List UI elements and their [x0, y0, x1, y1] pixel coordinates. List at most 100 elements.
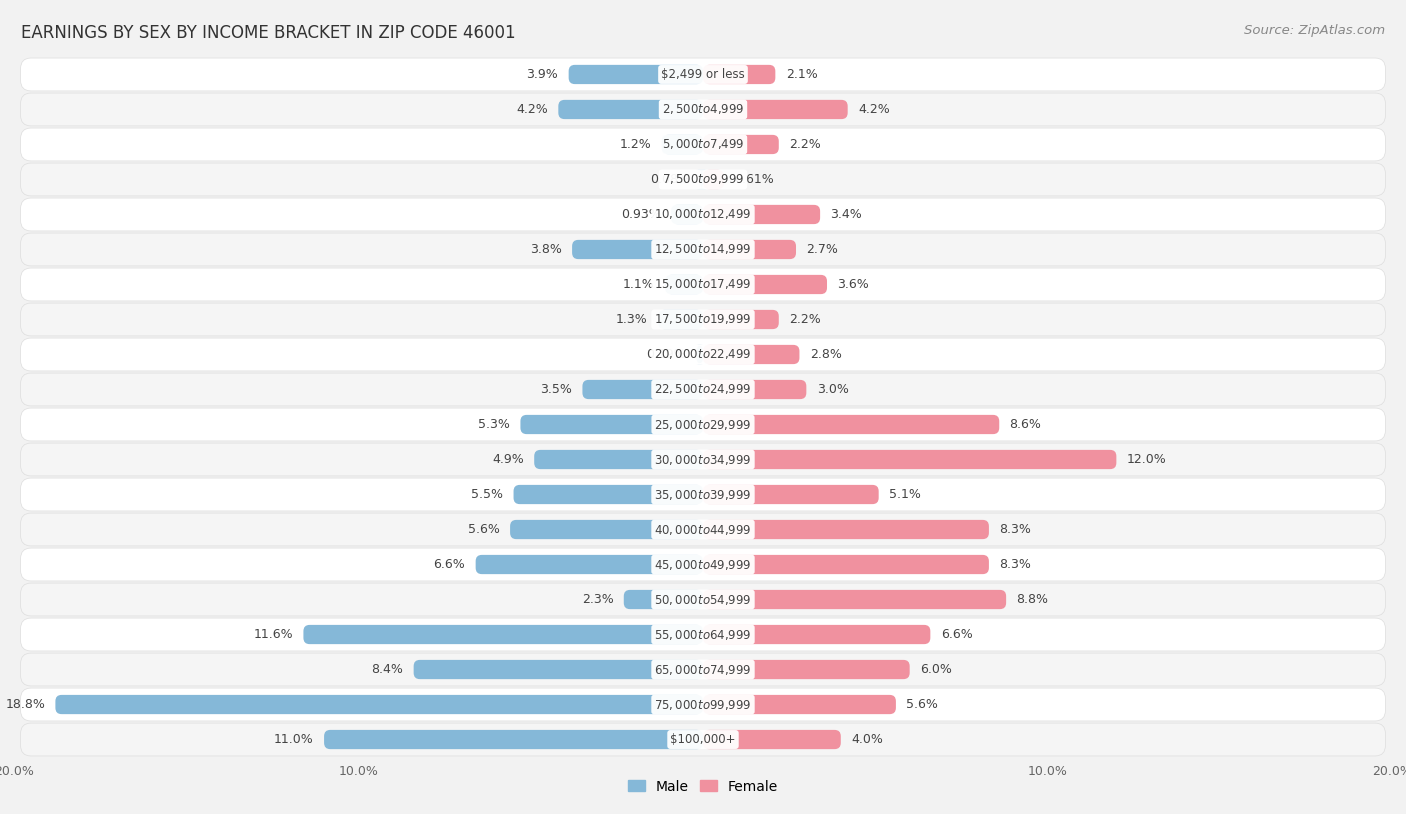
FancyBboxPatch shape: [703, 345, 800, 364]
FancyBboxPatch shape: [21, 128, 1385, 161]
FancyBboxPatch shape: [21, 58, 1385, 91]
FancyBboxPatch shape: [21, 373, 1385, 406]
Text: 2.2%: 2.2%: [789, 138, 821, 151]
FancyBboxPatch shape: [21, 723, 1385, 756]
FancyBboxPatch shape: [703, 520, 988, 539]
Text: 11.6%: 11.6%: [253, 628, 292, 641]
FancyBboxPatch shape: [21, 408, 1385, 441]
Text: 4.0%: 4.0%: [851, 733, 883, 746]
Text: $50,000 to $54,999: $50,000 to $54,999: [654, 593, 752, 606]
Text: 4.2%: 4.2%: [858, 103, 890, 116]
FancyBboxPatch shape: [671, 205, 703, 224]
Text: 6.6%: 6.6%: [941, 628, 973, 641]
FancyBboxPatch shape: [703, 590, 1007, 609]
FancyBboxPatch shape: [703, 415, 1000, 434]
FancyBboxPatch shape: [696, 345, 703, 364]
Text: $2,499 or less: $2,499 or less: [661, 68, 745, 81]
FancyBboxPatch shape: [510, 520, 703, 539]
Text: 2.3%: 2.3%: [582, 593, 613, 606]
FancyBboxPatch shape: [703, 65, 775, 84]
FancyBboxPatch shape: [21, 163, 1385, 196]
FancyBboxPatch shape: [665, 275, 703, 294]
Text: 5.5%: 5.5%: [471, 488, 503, 501]
FancyBboxPatch shape: [662, 135, 703, 154]
Text: 11.0%: 11.0%: [274, 733, 314, 746]
FancyBboxPatch shape: [21, 583, 1385, 616]
FancyBboxPatch shape: [703, 205, 820, 224]
Text: $15,000 to $17,499: $15,000 to $17,499: [654, 278, 752, 291]
Text: $12,500 to $14,999: $12,500 to $14,999: [654, 243, 752, 256]
FancyBboxPatch shape: [534, 450, 703, 469]
Text: 0.08%: 0.08%: [650, 173, 690, 186]
Legend: Male, Female: Male, Female: [623, 774, 783, 799]
FancyBboxPatch shape: [568, 65, 703, 84]
FancyBboxPatch shape: [21, 548, 1385, 581]
FancyBboxPatch shape: [703, 170, 724, 189]
FancyBboxPatch shape: [21, 93, 1385, 126]
FancyBboxPatch shape: [703, 240, 796, 259]
FancyBboxPatch shape: [21, 653, 1385, 686]
Text: 1.2%: 1.2%: [620, 138, 651, 151]
FancyBboxPatch shape: [21, 303, 1385, 336]
Text: 5.1%: 5.1%: [889, 488, 921, 501]
FancyBboxPatch shape: [703, 730, 841, 749]
Text: 2.1%: 2.1%: [786, 68, 817, 81]
FancyBboxPatch shape: [703, 380, 807, 399]
FancyBboxPatch shape: [703, 625, 931, 644]
Text: 5.3%: 5.3%: [478, 418, 510, 431]
Text: 8.8%: 8.8%: [1017, 593, 1049, 606]
Text: 0.61%: 0.61%: [734, 173, 775, 186]
FancyBboxPatch shape: [703, 275, 827, 294]
Text: $75,000 to $99,999: $75,000 to $99,999: [654, 698, 752, 711]
FancyBboxPatch shape: [703, 695, 896, 714]
Text: 8.3%: 8.3%: [1000, 558, 1031, 571]
FancyBboxPatch shape: [21, 478, 1385, 511]
Text: 0.93%: 0.93%: [621, 208, 661, 221]
Text: $35,000 to $39,999: $35,000 to $39,999: [654, 488, 752, 501]
Text: 5.6%: 5.6%: [907, 698, 938, 711]
FancyBboxPatch shape: [323, 730, 703, 749]
Text: 8.3%: 8.3%: [1000, 523, 1031, 536]
Text: 2.7%: 2.7%: [807, 243, 838, 256]
Text: 1.1%: 1.1%: [623, 278, 655, 291]
FancyBboxPatch shape: [55, 695, 703, 714]
Text: 3.6%: 3.6%: [838, 278, 869, 291]
FancyBboxPatch shape: [703, 135, 779, 154]
Text: $30,000 to $34,999: $30,000 to $34,999: [654, 453, 752, 466]
FancyBboxPatch shape: [513, 485, 703, 504]
FancyBboxPatch shape: [624, 590, 703, 609]
Text: 3.5%: 3.5%: [540, 383, 572, 396]
FancyBboxPatch shape: [304, 625, 703, 644]
Text: $5,000 to $7,499: $5,000 to $7,499: [662, 138, 744, 151]
Text: 3.9%: 3.9%: [527, 68, 558, 81]
FancyBboxPatch shape: [520, 415, 703, 434]
FancyBboxPatch shape: [21, 233, 1385, 266]
Text: Source: ZipAtlas.com: Source: ZipAtlas.com: [1244, 24, 1385, 37]
FancyBboxPatch shape: [558, 100, 703, 119]
FancyBboxPatch shape: [21, 443, 1385, 476]
Text: 3.0%: 3.0%: [817, 383, 849, 396]
Text: $55,000 to $64,999: $55,000 to $64,999: [654, 628, 752, 641]
Text: $25,000 to $29,999: $25,000 to $29,999: [654, 418, 752, 431]
Text: 8.4%: 8.4%: [371, 663, 404, 676]
FancyBboxPatch shape: [21, 618, 1385, 651]
FancyBboxPatch shape: [21, 268, 1385, 301]
Text: $10,000 to $12,499: $10,000 to $12,499: [654, 208, 752, 221]
Text: EARNINGS BY SEX BY INCOME BRACKET IN ZIP CODE 46001: EARNINGS BY SEX BY INCOME BRACKET IN ZIP…: [21, 24, 516, 42]
FancyBboxPatch shape: [703, 100, 848, 119]
Text: 8.6%: 8.6%: [1010, 418, 1042, 431]
FancyBboxPatch shape: [703, 310, 779, 329]
Text: 2.2%: 2.2%: [789, 313, 821, 326]
Text: 6.6%: 6.6%: [433, 558, 465, 571]
Text: $17,500 to $19,999: $17,500 to $19,999: [654, 313, 752, 326]
Text: 0.19%: 0.19%: [647, 348, 686, 361]
FancyBboxPatch shape: [572, 240, 703, 259]
Text: 6.0%: 6.0%: [920, 663, 952, 676]
FancyBboxPatch shape: [703, 660, 910, 679]
Text: 12.0%: 12.0%: [1126, 453, 1167, 466]
Text: $20,000 to $22,499: $20,000 to $22,499: [654, 348, 752, 361]
Text: 18.8%: 18.8%: [6, 698, 45, 711]
Text: $7,500 to $9,999: $7,500 to $9,999: [662, 173, 744, 186]
Text: 1.3%: 1.3%: [616, 313, 648, 326]
FancyBboxPatch shape: [703, 450, 1116, 469]
